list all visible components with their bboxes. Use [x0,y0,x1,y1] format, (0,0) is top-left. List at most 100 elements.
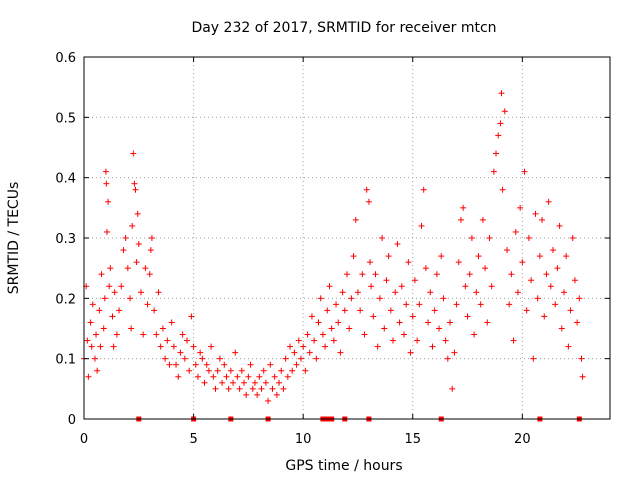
x-tick-label: 5 [189,432,197,447]
data-point [101,295,108,302]
data-point [122,235,129,241]
data-point [449,385,456,392]
data-point [567,307,574,314]
data-point [440,295,447,302]
data-point [431,307,438,314]
data-point [550,247,557,254]
data-point [89,301,96,308]
data-point [352,216,359,223]
data-point [107,265,114,272]
data-point [278,367,285,374]
data-point [260,367,267,374]
data-point [519,259,526,266]
data-point [488,283,495,290]
data-point [569,235,576,241]
data-point [124,265,131,272]
data-point [357,307,364,314]
data-point [116,307,123,314]
y-tick-labels: 0 0.1 0.2 0.3 0.4 0.5 0.6 [55,51,76,428]
data-point [444,355,451,362]
data-point [234,373,241,380]
data-point [464,313,471,320]
data-point [328,325,335,332]
data-point [539,216,546,223]
data-point [407,349,414,356]
data-point [203,361,210,368]
data-point [534,295,541,302]
data-point [396,319,403,326]
data-point [155,289,162,296]
data-point [344,271,350,278]
data-point [473,289,480,296]
data-point [87,319,94,326]
data-point [523,307,530,314]
y-tick-label: 0.5 [55,111,76,126]
data-point [506,301,513,308]
data-point [96,307,103,314]
data-point [521,168,528,175]
data-point [367,259,374,266]
data-point [109,313,116,320]
x-tick-label: 0 [80,432,88,447]
data-point [510,337,517,344]
data-point [576,295,583,302]
data-point [558,325,565,332]
data-point [225,385,232,392]
data-point [238,367,245,374]
data-point [498,90,505,97]
data-point [219,379,226,386]
data-point [236,385,243,392]
data-point [146,271,153,278]
data-point [479,216,486,223]
data-point [409,313,416,320]
data-point [232,349,239,356]
data-point [128,325,135,332]
data-point [315,319,322,326]
data-point [168,319,175,326]
data-point [503,247,510,254]
data-point [376,295,383,302]
data-point [346,325,353,332]
data-point [166,361,173,368]
data-point [400,331,407,338]
data-point [341,307,348,314]
data-point [460,204,467,211]
data-point [363,186,370,193]
data-point [326,283,333,290]
data-point [276,379,283,386]
data-point [144,301,151,308]
data-point [216,355,223,362]
data-point [457,216,464,223]
data-point [133,259,140,266]
data-point [97,343,104,350]
data-point [256,373,263,380]
data-point [579,373,586,380]
data-point [501,108,508,115]
data-point [313,355,320,362]
data-point [289,367,296,374]
data-point [181,355,188,362]
data-point [381,325,388,332]
data-point [118,283,125,290]
data-point [184,337,191,344]
data-point [194,373,201,380]
data-point [571,277,578,284]
data-points [81,90,586,404]
data-point [528,277,535,284]
data-point [199,355,206,362]
data-point [403,301,410,308]
data-point [243,391,250,398]
data-point [134,210,141,217]
x-tick-label: 10 [295,432,312,447]
data-point [85,373,92,380]
data-point [462,283,469,290]
data-point [361,331,368,338]
data-point [554,265,561,272]
data-point [308,313,315,320]
data-point [429,343,436,350]
y-tick-label: 0.2 [55,292,76,307]
y-tick-label: 0.1 [55,353,76,368]
data-point [394,241,401,248]
data-point [157,343,164,350]
